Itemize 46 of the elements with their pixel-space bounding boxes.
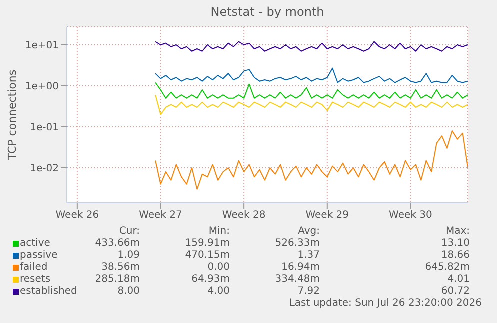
text: 4.01 (446, 274, 470, 285)
text: 8.00 (116, 286, 140, 297)
line-series (155, 41, 468, 52)
x-tick-label: Week 27 (139, 210, 182, 222)
text: 16.94m (280, 262, 320, 273)
legend-label: passive (20, 250, 58, 261)
text: 4.00 (206, 286, 230, 297)
y-tick-label: 1e-02 (30, 164, 59, 175)
x-tick-label: Week 28 (222, 210, 266, 222)
line-series (155, 82, 468, 99)
y-tick-label: 1e+00 (25, 82, 59, 93)
text: 64.93m (190, 274, 230, 285)
text: 1.09 (116, 250, 140, 261)
text: 60.72 (440, 286, 470, 297)
legend-label: active (20, 238, 50, 249)
text: 1.37 (296, 250, 320, 261)
text: 334.48m (274, 274, 320, 285)
line-series (155, 94, 468, 116)
text: 0.00 (206, 262, 230, 273)
text: 645.82m (424, 262, 470, 273)
text: 18.66 (440, 250, 470, 261)
text: Cur: (118, 226, 140, 237)
legend-label: resets (20, 274, 51, 285)
text: 433.66m (94, 238, 140, 249)
text: Last update: Sun Jul 26 23:20:00 2026 (289, 298, 482, 309)
text: 7.92 (296, 286, 320, 297)
line-series (155, 68, 468, 84)
y-tick-label: 1e+01 (25, 40, 59, 52)
chart-title: Netstat - by month (210, 5, 326, 19)
text: 13.10 (440, 238, 470, 249)
line-series (155, 130, 468, 190)
text: 470.15m (184, 250, 230, 261)
text: 159.91m (184, 238, 230, 249)
legend-label: established (20, 286, 78, 297)
legend-label: failed (20, 262, 48, 273)
y-tick-label: 1e-01 (30, 122, 59, 134)
x-tick-label: Week 26 (56, 210, 100, 222)
text: 526.33m (274, 238, 320, 249)
x-tick-label: Week 29 (306, 210, 350, 222)
text: 38.56m (100, 262, 140, 273)
text: Min: (208, 226, 230, 237)
text: Avg: (297, 226, 320, 237)
x-tick-label: Week 30 (389, 210, 432, 222)
text: Max: (444, 226, 470, 237)
text: 285.18m (94, 274, 140, 285)
y-axis-title: TCP connections (6, 70, 19, 162)
